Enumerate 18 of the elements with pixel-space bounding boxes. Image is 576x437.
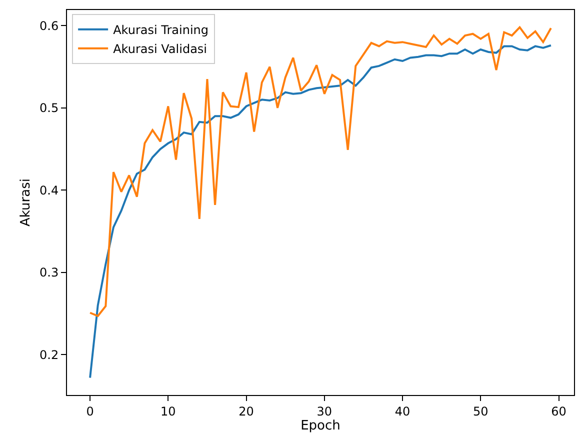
line-series: [89, 44, 552, 379]
x-tick-label: 60: [551, 404, 566, 418]
x-tick-label: 10: [160, 404, 176, 418]
x-tick-label: 30: [316, 404, 332, 418]
y-tick-label: 0.3: [40, 266, 59, 280]
x-tick-label: 20: [238, 404, 254, 418]
y-tick-label: 0.2: [40, 348, 59, 362]
y-tick-label: 0.6: [40, 18, 59, 33]
x-axis-title: Epoch: [300, 418, 340, 434]
x-tick-label: 50: [473, 404, 488, 418]
y-axis-title: Akurasi: [18, 178, 34, 226]
legend-label: Akurasi Training: [113, 23, 209, 38]
y-tick-label: 0.4: [40, 183, 59, 198]
x-tick-label: 40: [394, 404, 410, 418]
x-tick-label: 0: [86, 404, 94, 418]
legend-label: Akurasi Validasi: [113, 42, 208, 56]
y-tick-label: 0.5: [40, 101, 59, 116]
line-series: [89, 26, 552, 318]
